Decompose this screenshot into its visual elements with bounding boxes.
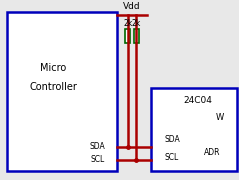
Text: SDA: SDA [89,142,105,151]
Text: Controller: Controller [29,82,77,92]
FancyBboxPatch shape [151,88,237,171]
Text: 2k: 2k [123,19,132,28]
Text: W: W [215,113,223,122]
FancyBboxPatch shape [125,29,130,43]
Text: Micro: Micro [40,63,66,73]
FancyBboxPatch shape [7,12,117,171]
Text: Vdd: Vdd [123,1,141,10]
Text: SCL: SCL [165,153,179,162]
Text: ADR: ADR [204,148,221,158]
Text: 24C04: 24C04 [184,96,212,105]
Text: SDA: SDA [164,135,180,144]
Text: 2k: 2k [132,19,141,28]
Text: SCL: SCL [90,155,104,164]
FancyBboxPatch shape [134,29,139,43]
